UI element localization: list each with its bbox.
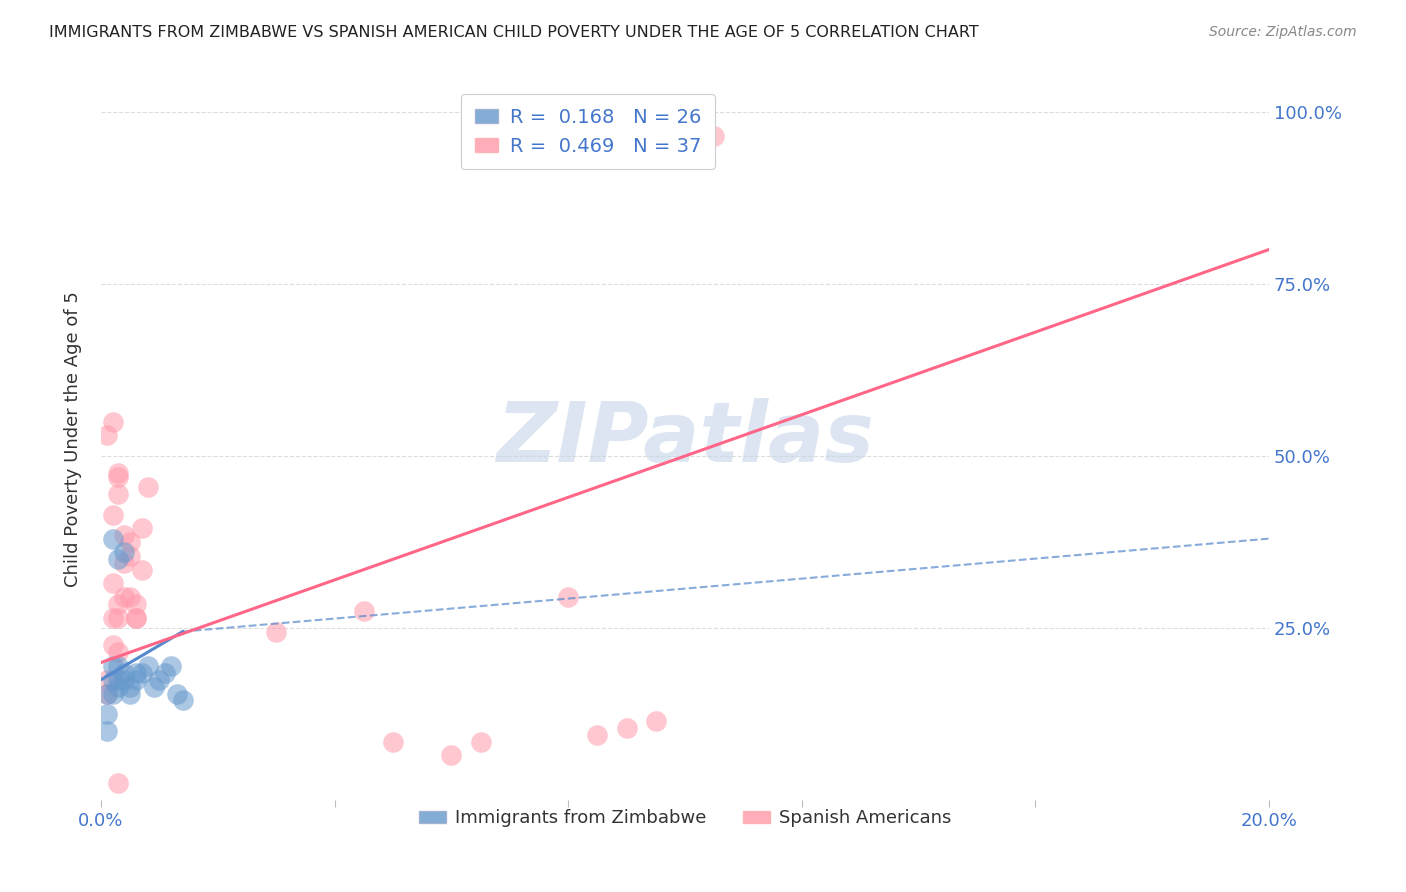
Point: [107, 597, 129, 611]
Point: [586, 728, 609, 742]
Point: [107, 673, 129, 687]
Point: [101, 659, 124, 673]
Point: [148, 673, 170, 687]
Point: [101, 415, 124, 429]
Point: [96, 707, 118, 722]
Point: [120, 549, 142, 563]
Point: [131, 665, 153, 680]
Point: [136, 659, 159, 673]
Point: [112, 545, 135, 559]
Point: [120, 590, 142, 604]
Point: [101, 508, 124, 522]
Point: [96, 686, 118, 700]
Point: [96, 428, 118, 442]
Point: [381, 735, 404, 749]
Point: [125, 673, 148, 687]
Point: [107, 469, 129, 483]
Point: [172, 693, 194, 707]
Point: [101, 611, 124, 625]
Point: [107, 467, 129, 481]
Point: [101, 673, 124, 687]
Point: [107, 659, 129, 673]
Point: [96, 673, 118, 687]
Point: [112, 528, 135, 542]
Point: [120, 680, 142, 694]
Point: [101, 638, 124, 652]
Point: [107, 552, 129, 566]
Point: [703, 128, 725, 143]
Point: [107, 487, 129, 501]
Text: IMMIGRANTS FROM ZIMBABWE VS SPANISH AMERICAN CHILD POVERTY UNDER THE AGE OF 5 CO: IMMIGRANTS FROM ZIMBABWE VS SPANISH AMER…: [49, 25, 979, 40]
Point: [112, 590, 135, 604]
Point: [125, 611, 148, 625]
Y-axis label: Child Poverty Under the Age of 5: Child Poverty Under the Age of 5: [65, 291, 82, 587]
Point: [142, 680, 165, 694]
Point: [107, 776, 129, 790]
Point: [131, 563, 153, 577]
Point: [131, 521, 153, 535]
Point: [120, 535, 142, 549]
Point: [440, 748, 463, 763]
Point: [112, 673, 135, 687]
Point: [107, 680, 129, 694]
Point: [101, 576, 124, 591]
Point: [125, 597, 148, 611]
Point: [96, 686, 118, 700]
Point: [101, 686, 124, 700]
Point: [264, 624, 287, 639]
Point: [353, 604, 375, 618]
Point: [125, 611, 148, 625]
Point: [644, 714, 666, 728]
Point: [112, 556, 135, 570]
Text: ZIPatlas: ZIPatlas: [496, 399, 875, 479]
Point: [112, 665, 135, 680]
Point: [470, 735, 492, 749]
Point: [101, 532, 124, 546]
Point: [107, 611, 129, 625]
Point: [136, 480, 159, 494]
Point: [107, 645, 129, 659]
Point: [120, 686, 142, 700]
Point: [616, 721, 638, 735]
Point: [166, 686, 188, 700]
Point: [160, 659, 183, 673]
Point: [96, 724, 118, 739]
Point: [125, 665, 148, 680]
Legend: Immigrants from Zimbabwe, Spanish Americans: Immigrants from Zimbabwe, Spanish Americ…: [412, 802, 959, 835]
Text: Source: ZipAtlas.com: Source: ZipAtlas.com: [1209, 25, 1357, 39]
Point: [557, 590, 579, 604]
Point: [153, 665, 176, 680]
